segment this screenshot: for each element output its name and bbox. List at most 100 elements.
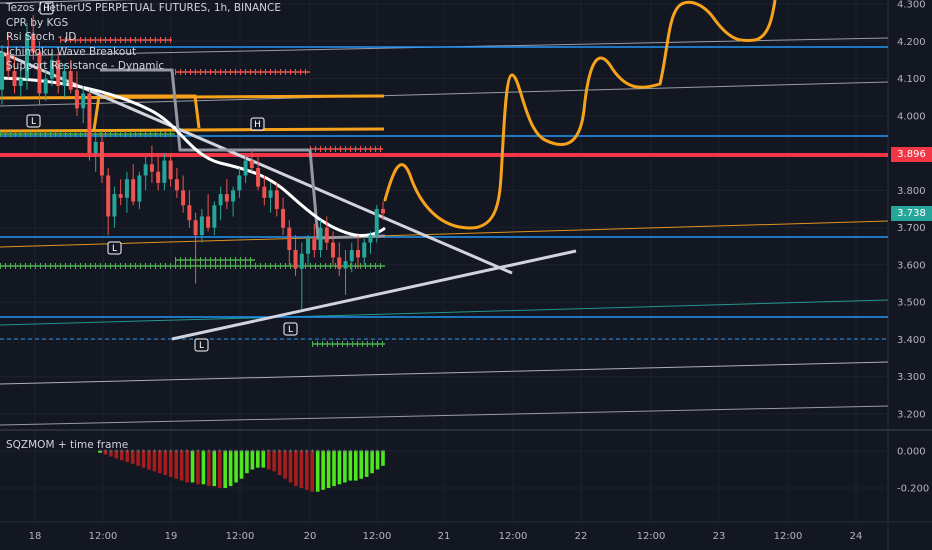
squeeze-dot: + (174, 448, 179, 455)
legend-indicator-support-resistance[interactable]: Support Resistance - Dynamic (6, 60, 165, 72)
candle-body (37, 52, 42, 94)
momentum-bar (381, 451, 385, 466)
legend-indicator-cpr[interactable]: CPR by KGS (6, 16, 69, 29)
candle-body (324, 227, 329, 243)
badge-high-2-box (250, 117, 265, 131)
momentum-bar (141, 451, 146, 468)
time-tick-label-2: 19 (165, 531, 178, 542)
momentum-bar (256, 451, 260, 468)
squeeze-dot: + (152, 448, 157, 455)
momentum-bar (201, 451, 206, 485)
ascending-trendline (171, 249, 577, 341)
legend-symbol[interactable]: Tezos / TetherUS PERPETUAL FUTURES, 1h, … (6, 2, 281, 14)
candle-body (249, 160, 254, 168)
squeeze-dot: + (190, 448, 195, 455)
candle-body (0, 52, 4, 90)
momentum-bar (321, 451, 325, 490)
price-tick-label-10: 3.300 (897, 372, 926, 383)
squeeze-dot: + (185, 448, 190, 455)
momentum-bar (315, 451, 320, 492)
squeeze-dot: + (321, 448, 326, 455)
momentum-bar (130, 451, 135, 464)
badge-high-1-text: H (43, 4, 50, 14)
momentum-bar (119, 451, 124, 461)
squeeze-dot: + (244, 448, 249, 455)
squeeze-dot: + (315, 448, 320, 455)
legend-indicator-rsi-stoch[interactable]: Rsi Stoch - JD (6, 31, 77, 43)
candle-body (312, 238, 317, 250)
squeeze-dot: + (272, 448, 277, 455)
squeeze-dot: + (261, 448, 266, 455)
candle-body (49, 59, 54, 79)
candle-body (343, 261, 348, 269)
trend-line-lower (0, 361, 889, 385)
momentum-bar (125, 451, 130, 463)
momentum-bar (353, 451, 358, 481)
candle-body (318, 227, 323, 250)
candle-body (99, 141, 104, 176)
oscillator-title[interactable]: SQZMOM + time frame (6, 439, 129, 451)
orange-step (92, 94, 201, 131)
candle-body (193, 220, 198, 236)
time-tick-label-0: 18 (29, 531, 42, 542)
red-level-price-tag: 3.896 (891, 147, 932, 162)
chart-legend: Tezos / TetherUS PERPETUAL FUTURES, 1h, … (6, 1, 281, 74)
momentum-bar (370, 451, 374, 474)
candle-body (274, 190, 279, 209)
candle-body (149, 164, 154, 172)
momentum-bar (185, 451, 189, 483)
candle-body (199, 216, 204, 236)
current-price-tag: 3.738 (891, 206, 932, 221)
legend-indicator-ichimoku[interactable]: Ichimoku Wave Breakout (6, 45, 137, 58)
price-tick-label-7: 3.600 (897, 260, 926, 271)
candle-body (349, 250, 354, 262)
trend-line-orange-thin (0, 220, 889, 248)
squeeze-dot: + (364, 448, 369, 455)
squeeze-dot: + (108, 448, 113, 455)
candle-body (237, 175, 242, 191)
time-tick-label-8: 22 (575, 531, 588, 542)
momentum-bar (283, 451, 287, 479)
orange-level-lower (0, 127, 385, 133)
squeeze-dot: + (266, 448, 271, 455)
candle-body (56, 59, 61, 86)
candle-body (143, 164, 148, 176)
trend-line-mid (0, 81, 889, 107)
squeeze-dot: + (342, 448, 347, 455)
squeeze-dot: + (293, 448, 298, 455)
squeeze-dot: + (283, 448, 288, 455)
momentum-bar (163, 451, 168, 476)
time-tick-label-12: 24 (850, 531, 863, 542)
candle-body (87, 93, 92, 154)
momentum-bar (299, 451, 304, 488)
candle-body (162, 160, 167, 183)
squeeze-dot: + (114, 448, 119, 455)
time-tick-label-10: 23 (713, 531, 726, 542)
momentum-bar (234, 451, 238, 483)
projected-price-path (383, 0, 777, 230)
momentum-bar (223, 451, 227, 488)
candle-body (299, 253, 304, 269)
moving-average-line (0, 76, 386, 237)
price-tick-label-8: 3.500 (897, 298, 926, 309)
time-tick-label-7: 12:00 (499, 531, 528, 542)
momentum-bar (228, 451, 233, 487)
candle-body (131, 179, 136, 202)
squeeze-dot: + (223, 448, 228, 455)
momentum-bar (343, 451, 347, 483)
price-tick-label-0: 4.300 (897, 0, 926, 11)
time-tick-label-5: 12:00 (363, 531, 392, 542)
candle-body (174, 179, 179, 191)
badge-low-2-box (107, 241, 122, 255)
badge-low-1-box (26, 114, 41, 128)
price-tick-label-2: 4.100 (897, 74, 926, 85)
candle-body (181, 190, 186, 206)
candle-body (24, 33, 29, 79)
momentum-bar (305, 451, 309, 490)
squeeze-dot: + (97, 448, 102, 455)
candle-body (262, 186, 267, 198)
candle-body (331, 242, 336, 258)
price-tick-label-6: 3.700 (897, 223, 926, 234)
